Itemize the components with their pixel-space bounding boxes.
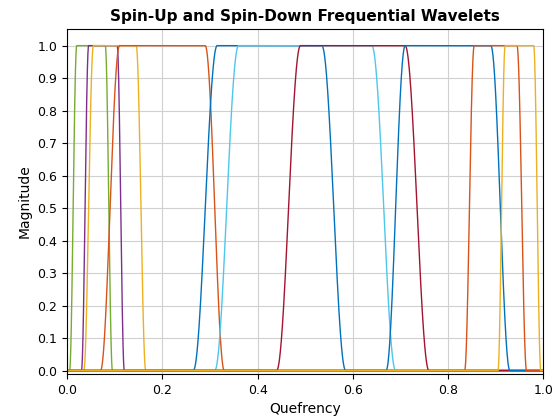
Title: Spin-Up and Spin-Down Frequential Wavelets: Spin-Up and Spin-Down Frequential Wavele…: [110, 9, 500, 24]
X-axis label: Quefrency: Quefrency: [269, 402, 341, 416]
Y-axis label: Magnitude: Magnitude: [18, 165, 32, 239]
